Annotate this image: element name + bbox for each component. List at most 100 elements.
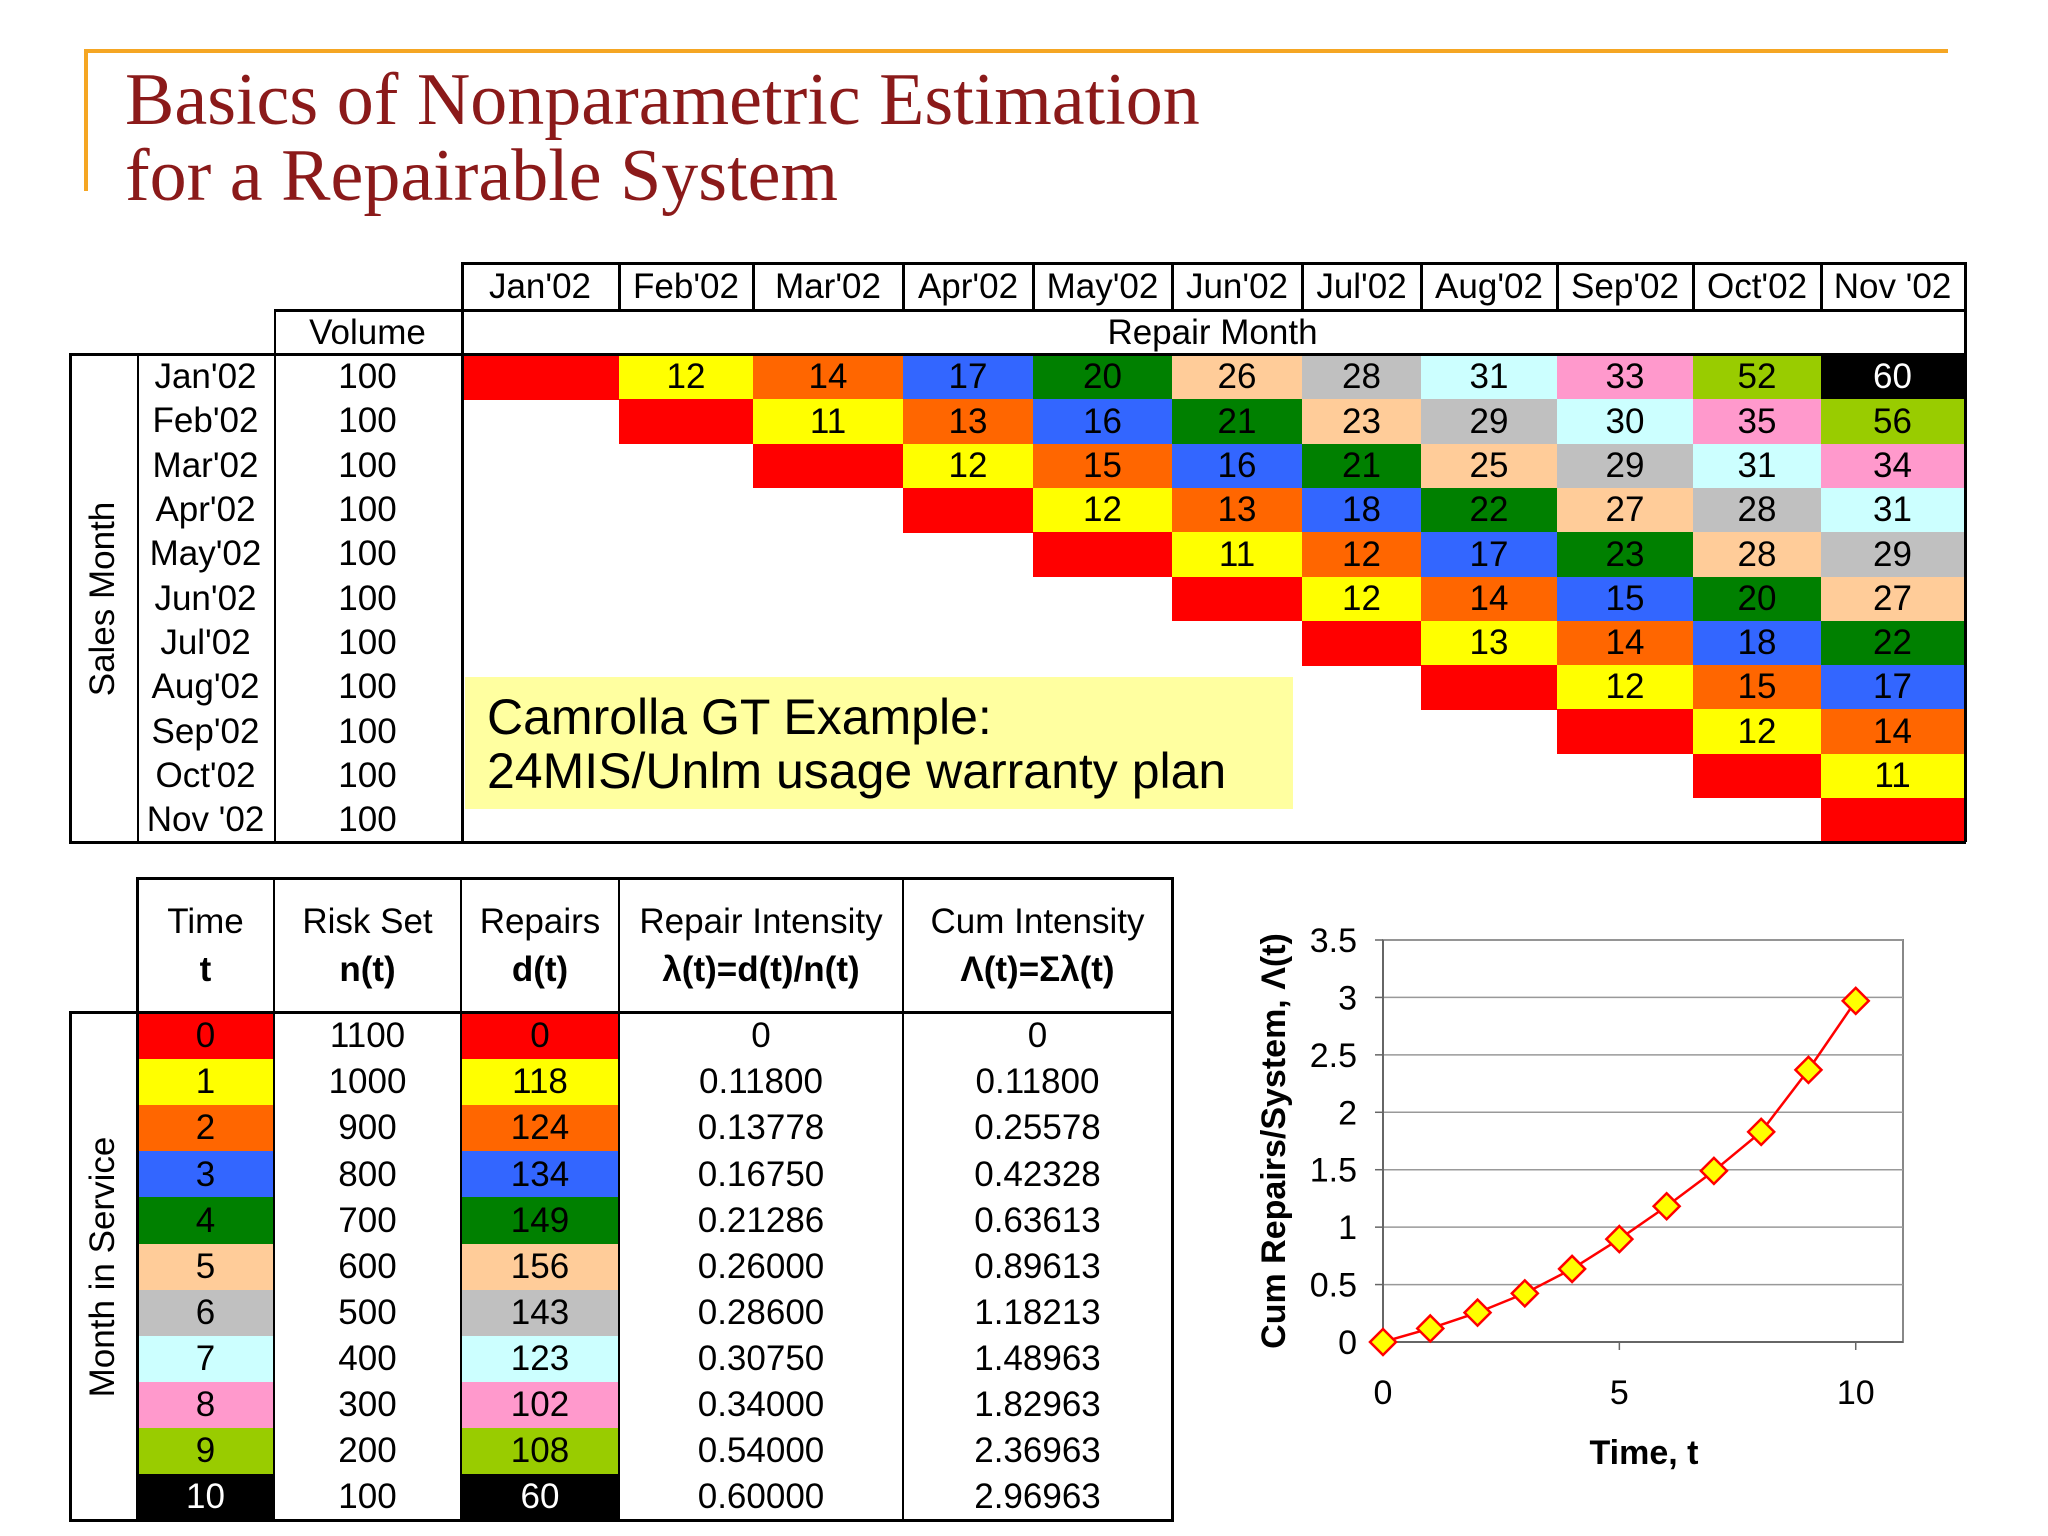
sales-month-label: Sep'02 — [151, 711, 260, 751]
repair-count-cell: 22 — [1421, 487, 1557, 533]
sales-month-label: Nov '02 — [146, 800, 265, 840]
repair-count-cell: 17 — [1421, 532, 1557, 577]
page-title: Basics of Nonparametric Estimation for a… — [125, 62, 1200, 214]
repair-count-cell: 12 — [1033, 487, 1172, 533]
x-tick-label: 0 — [1374, 1374, 1393, 1412]
repair-month-header: Jul'02 — [1316, 267, 1407, 306]
table-border — [1420, 264, 1423, 310]
repair-count-cell: 12 — [1557, 665, 1693, 710]
column-header: Repairs d(t) — [461, 879, 619, 1013]
x-axis-title: Time, t — [1590, 1434, 1699, 1472]
table-cell-cum: 0.89613 — [974, 1246, 1101, 1286]
data-point-marker — [1651, 1191, 1682, 1221]
repair-count-cell: 31 — [1693, 443, 1821, 489]
y-tick-label: 0 — [1338, 1324, 1357, 1362]
column-header-title: Risk Set — [302, 902, 433, 941]
table-cell-t: 3 — [137, 1151, 274, 1198]
repair-count-cell: 13 — [1172, 487, 1302, 533]
table-cell-intensity: 0.34000 — [697, 1385, 825, 1425]
table-cell-n: 400 — [338, 1338, 397, 1378]
y-tick-label: 0.5 — [1310, 1267, 1357, 1305]
table-cell-d: 108 — [461, 1427, 619, 1475]
table-cell-d: 60 — [461, 1474, 619, 1521]
repair-count-cell: 29 — [1821, 532, 1964, 577]
table-border — [69, 1011, 1174, 1014]
repair-count-cell: 18 — [1302, 487, 1421, 533]
repair-count-cell: 20 — [1033, 355, 1172, 400]
table-border — [1964, 262, 1967, 843]
column-header-formula: d(t) — [511, 950, 569, 989]
repair-count-cell: 56 — [1821, 399, 1964, 445]
data-point-marker — [1557, 1254, 1587, 1284]
table-border — [274, 309, 276, 843]
y-axis-title: Cum Repairs/System, Λ(t) — [1255, 933, 1293, 1349]
repair-month-header: Feb'02 — [633, 267, 739, 306]
table-cell-d: 0 — [461, 1013, 619, 1060]
sales-month-label: Apr'02 — [155, 490, 256, 530]
repair-count-cell: 14 — [753, 355, 903, 400]
repair-count-cell: 14 — [1557, 620, 1693, 666]
repair-count-cell: 27 — [1557, 487, 1693, 533]
table-border — [1171, 877, 1174, 1521]
volume-value: 100 — [338, 357, 397, 397]
repair-count-cell: 12 — [1693, 709, 1821, 755]
table-cell-n: 800 — [338, 1154, 397, 1194]
column-header: Repair Intensity λ(t)=d(t)/n(t) — [619, 879, 903, 1013]
table-cell-cum: 2.36963 — [974, 1431, 1101, 1471]
note-line-2: 24MIS/Unlm usage warranty plan — [487, 743, 1227, 799]
repair-month-header: Sep'02 — [1571, 267, 1679, 306]
table-border — [273, 877, 275, 1521]
table-cell-n: 100 — [338, 1477, 397, 1517]
repair-count-cell: 29 — [1421, 399, 1557, 445]
repair-count-cell: 16 — [1033, 399, 1172, 445]
repair-count-cell: 17 — [1821, 665, 1964, 710]
table-cell-cum: 1.82963 — [974, 1385, 1101, 1425]
table-border — [137, 877, 1174, 880]
sales-month-label: Feb'02 — [152, 401, 259, 441]
repair-count-cell: 28 — [1302, 355, 1421, 400]
repair-count-cell: 13 — [1421, 620, 1557, 666]
table-cell-t: 1 — [137, 1059, 274, 1106]
table-cell-n: 900 — [338, 1108, 397, 1148]
repair-count-cell: 28 — [1693, 487, 1821, 533]
volume-value: 100 — [338, 755, 397, 795]
repair-count-cell: 27 — [1821, 576, 1964, 622]
volume-value: 100 — [338, 490, 397, 530]
table-cell-t: 8 — [137, 1381, 274, 1429]
table-cell-t: 4 — [137, 1197, 274, 1244]
repair-count-cell: 20 — [1693, 576, 1821, 622]
table-cell-t: 10 — [137, 1474, 274, 1521]
repair-count-cell: 34 — [1821, 443, 1964, 489]
column-header-title: Repairs — [479, 902, 601, 941]
table-cell-cum: 2.96963 — [974, 1477, 1101, 1517]
table-cell-d: 123 — [461, 1335, 619, 1383]
data-point-marker — [1604, 1224, 1635, 1254]
column-header-title: Repair Intensity — [639, 902, 883, 941]
repair-month-header: Oct'02 — [1706, 267, 1808, 306]
table-cell-cum: 0.63613 — [974, 1200, 1101, 1240]
table-border — [136, 877, 139, 1521]
volume-value: 100 — [338, 800, 397, 840]
data-point-marker — [1510, 1278, 1540, 1309]
title-line-2: for a Repairable System — [125, 135, 839, 217]
table-border — [460, 877, 462, 1521]
y-tick-label: 3 — [1338, 979, 1357, 1017]
table-border — [1820, 264, 1823, 310]
volume-value: 100 — [338, 622, 397, 662]
repair-month-header: Aug'02 — [1435, 267, 1543, 306]
table-cell-t: 5 — [137, 1243, 274, 1291]
plot-area — [1382, 939, 1904, 1343]
table-border — [69, 353, 72, 843]
volume-value: 100 — [338, 445, 397, 485]
repair-count-cell — [1421, 665, 1557, 710]
column-header-formula: t — [199, 950, 212, 989]
volume-value: 100 — [338, 578, 397, 618]
sales-month-label: May'02 — [149, 534, 262, 574]
repair-count-cell: 14 — [1421, 576, 1557, 622]
table-border — [69, 1011, 72, 1521]
table-cell-cum: 1.18213 — [974, 1292, 1101, 1332]
table-cell-intensity: 0.54000 — [697, 1431, 825, 1471]
repair-count-cell: 12 — [903, 443, 1033, 489]
repair-count-cell — [1033, 532, 1172, 577]
